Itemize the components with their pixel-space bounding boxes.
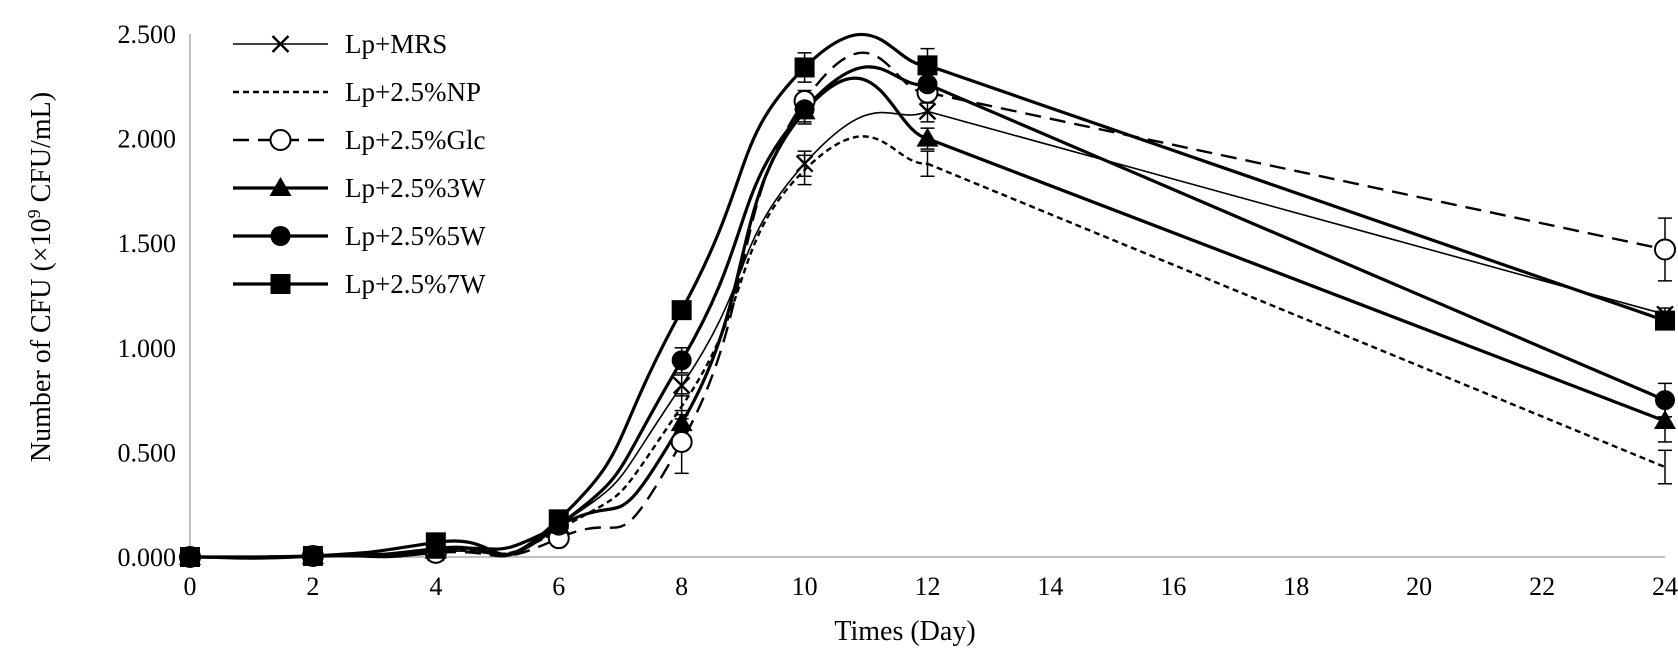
marker-x-stroke [918,102,937,121]
x-tick-label: 0 [184,572,197,601]
legend-marker [270,226,291,246]
x-tick-label: 24 [1652,572,1678,601]
legend-label: Lp+2.5%3W [345,173,486,203]
x-tick-label: 22 [1529,572,1555,601]
x-tick-label: 4 [429,572,442,601]
x-tick-labels: 0 2 4 6 8 10 12 14 16 18 20 22 24 [184,572,1678,601]
series-line-5 [189,32,928,560]
x-tick-label: 12 [915,572,941,601]
series-line-tail-1 [927,162,1666,469]
series-line-tail-4 [926,82,1666,402]
marker-x-stroke [271,35,290,53]
legend-marker [269,129,292,151]
legend-marker [270,274,291,294]
data-point-marker [917,55,938,76]
data-point-marker [916,127,939,147]
data-point-marker [1654,238,1676,261]
error-bar [797,154,812,186]
series-line-tail-2 [927,91,1666,251]
x-tick-label: 2 [306,572,319,601]
data-point-marker [671,350,692,371]
legend-marker [271,35,290,53]
marker-x-stroke [795,154,814,173]
data-point-marker [671,300,692,321]
legend-label: Lp+2.5%5W [345,221,486,251]
data-point-marker [302,545,323,566]
y-axis-title: Number of CFU (×109 CFU/mL) [24,92,57,462]
y-tick-labels: 0.000 0.500 1.000 1.500 2.000 2.500 [118,20,177,572]
legend-label: Lp+2.5%Glc [345,125,485,155]
data-point-marker [670,430,693,453]
data-point-marker [670,412,693,432]
y-tick-label: 1.500 [118,229,177,258]
data-point-marker [795,154,814,173]
data-point-marker [425,532,446,553]
marker-x-stroke [672,376,691,395]
y-tick-label: 2.000 [118,125,177,154]
series-line-tail-5 [926,63,1666,323]
series-line-tail-3 [926,137,1666,423]
series-line-1 [189,135,928,559]
y-tick-label: 0.500 [118,438,177,467]
data-point-marker [548,509,569,530]
x-tick-label: 18 [1283,572,1309,601]
data-markers [179,55,1676,568]
series-line-2 [189,51,928,559]
data-point-marker [918,102,937,121]
y-axis-title-suffix: CFU/mL) [26,92,57,209]
data-point-marker [1654,410,1676,430]
series-line-tail-0 [927,110,1666,316]
y-axis-title-superscript: 9 [24,209,44,218]
data-point-marker [1655,310,1675,331]
data-point-marker [1655,390,1675,411]
legend: Lp+MRS Lp+2.5%NP Lp+2.5%Glc Lp+2.5%3W Lp+2.5… [233,29,486,299]
x-tick-label: 14 [1037,572,1063,601]
legend-label: Lp+2.5%7W [345,269,486,299]
x-tick-label: 6 [552,572,565,601]
data-point-marker [672,376,691,395]
legend-marker [269,177,292,196]
legend-label: Lp+MRS [345,29,447,59]
error-bars [428,47,1672,556]
y-axis-title-prefix: Number of CFU (×10 [26,218,57,462]
data-point-marker [917,74,938,95]
x-tick-label: 16 [1160,572,1186,601]
x-tick-label: 10 [792,572,818,601]
y-tick-label: 2.500 [118,20,177,49]
error-bar [920,150,935,178]
x-tick-label: 8 [675,572,688,601]
error-bar [1658,449,1672,485]
data-point-marker [180,547,200,567]
legend-label: Lp+2.5%NP [345,77,481,107]
x-tick-label: 20 [1406,572,1432,601]
data-point-marker [794,57,815,78]
y-tick-label: 1.000 [118,334,177,363]
data-point-marker [794,99,815,120]
series-line-0 [189,110,928,559]
x-axis-title: Times (Day) [834,616,975,647]
y-tick-label: 0.000 [118,543,177,572]
series-line-4 [189,65,928,559]
